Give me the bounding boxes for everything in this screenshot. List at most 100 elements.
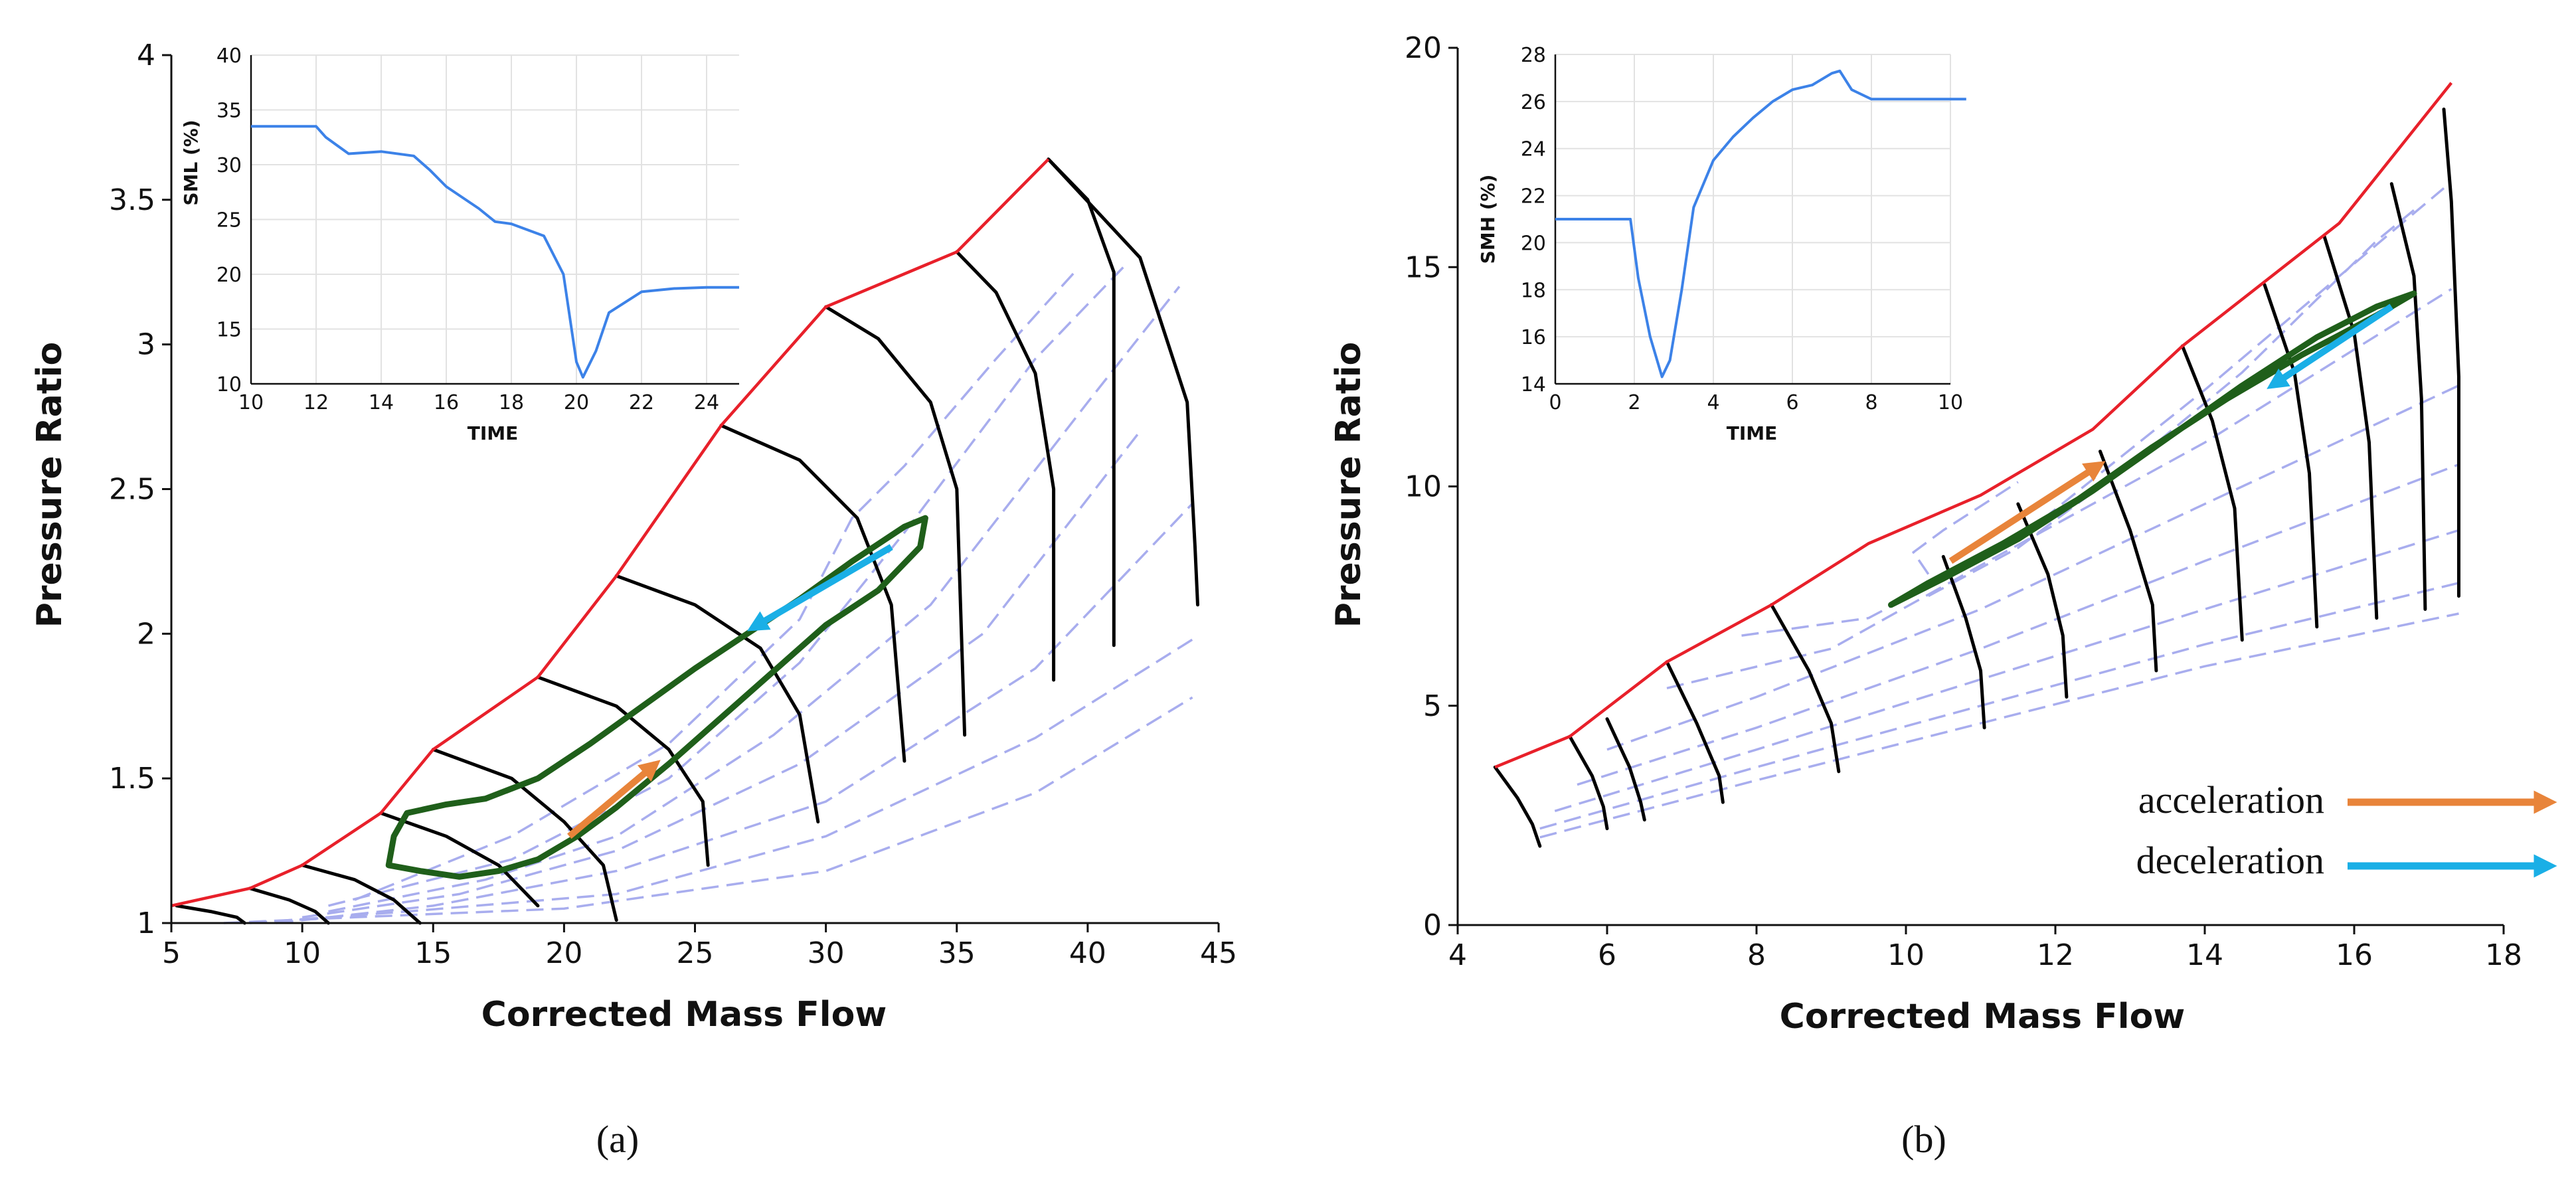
efficiency-contour-6: [1666, 288, 2452, 690]
inset-series-line: [251, 125, 739, 379]
speed-line-10: [2263, 283, 2319, 629]
inset-y-tick-label: 10: [216, 373, 242, 396]
x-tick-label: 10: [1887, 938, 1925, 972]
efficiency-contour-7: [354, 271, 1076, 901]
speed-line-10: [955, 250, 1056, 682]
inset-y-tick-label: 28: [1521, 44, 1546, 67]
efficiency-contours: [223, 262, 1193, 924]
inset-y-tick-label: 25: [216, 209, 242, 232]
inset-x-tick-label: 14: [369, 391, 394, 414]
transient-arrows: [567, 544, 893, 839]
x-tick-label: 20: [545, 936, 582, 970]
speed-line-13: [2442, 108, 2460, 598]
speed-line-5: [431, 748, 618, 922]
speed-line-3: [300, 863, 422, 925]
inset-y-tick-label: 20: [216, 264, 242, 287]
panel-label: (a): [596, 1118, 639, 1161]
y-tick-label: 2.5: [109, 473, 155, 507]
efficiency-contour-2: [250, 638, 1193, 924]
speed-line-6: [536, 675, 710, 867]
x-axis-label: Corrected Mass Flow: [481, 995, 887, 1035]
inset-x-tick-label: 4: [1707, 391, 1719, 414]
inset-x-tick-label: 2: [1628, 391, 1640, 414]
inset-x-tick-label: 20: [564, 391, 589, 414]
y-tick-label: 2: [137, 617, 155, 651]
x-tick-label: 14: [2186, 938, 2223, 972]
inset-y-tick-label: 35: [216, 100, 242, 123]
x-tick-label: 5: [162, 936, 181, 970]
y-tick-label: 20: [1405, 31, 1442, 65]
x-tick-label: 15: [414, 936, 452, 970]
y-axis-label: Pressure Ratio: [30, 342, 70, 628]
compressor-map-panel-a: 5 10 15 20 25 30 35 40 45 1 1.5 2 2.5 3 3.5 4 Corrected…: [30, 39, 1237, 1161]
x-tick-label: 25: [677, 936, 714, 970]
legend-deceleration-label: deceleration: [2136, 839, 2324, 882]
inset-x-tick-label: 8: [1865, 391, 1877, 414]
x-tick-label: 4: [1448, 938, 1467, 972]
efficiency-contour-9: [1911, 481, 2019, 575]
speed-line-4: [1665, 660, 1725, 804]
speed-line-4: [379, 811, 540, 908]
y-tick-label: 0: [1423, 908, 1442, 942]
inset-x-tick-label: 10: [1938, 391, 1963, 414]
efficiency-contour-8: [1927, 209, 2415, 598]
efficiency-contour-5: [328, 286, 1181, 913]
inset-x-tick-label: 16: [434, 391, 459, 414]
speed-line-11: [1047, 157, 1116, 647]
speed-line-2: [248, 887, 330, 925]
inset-x-tick-label: 6: [1786, 391, 1798, 414]
operating-loop: [385, 515, 928, 880]
inset-sml-chart: 10 12 14 16 18 20 22 24 10 15 20 25 30 35 40: [216, 44, 739, 414]
operating-loop: [1888, 290, 2417, 608]
efficiency-contour-4: [1577, 463, 2460, 786]
inset-x-label: TIME: [1727, 422, 1778, 444]
inset-y-tick-label: 20: [1521, 232, 1546, 255]
speed-line-2: [1568, 734, 1609, 831]
x-tick-label: 45: [1200, 936, 1237, 970]
speed-line-12: [2389, 182, 2427, 611]
inset-x-tick-label: 24: [694, 391, 719, 414]
y-tick-label: 3: [137, 328, 155, 362]
efficiency-contour-1: [1539, 612, 2459, 839]
y-tick-label: 1: [137, 906, 155, 940]
speed-line-9: [824, 305, 967, 737]
inset-y-tick-label: 14: [1521, 373, 1546, 396]
speed-line-8: [719, 424, 906, 763]
x-tick-label: 30: [808, 936, 845, 970]
efficiency-contour-3: [276, 503, 1193, 924]
x-tick-label: 16: [2336, 938, 2373, 972]
y-tick-label: 3.5: [109, 183, 155, 217]
transient-arrows: [1948, 303, 2394, 564]
x-tick-label: 10: [284, 936, 321, 970]
efficiency-contour-2: [1539, 582, 2459, 830]
panel-label: (b): [1901, 1118, 1946, 1161]
y-tick-label: 10: [1405, 470, 1442, 504]
speed-line-5: [1770, 603, 1841, 774]
inset-x-label: TIME: [468, 422, 519, 444]
operating-loop-group: [1888, 290, 2417, 608]
inset-x-tick-label: 18: [499, 391, 524, 414]
x-tick-label: 18: [2485, 938, 2522, 972]
inset-y-tick-label: 22: [1521, 185, 1546, 209]
speed-line-12: [1047, 157, 1199, 607]
y-axis-label: Pressure Ratio: [1329, 342, 1369, 628]
speed-line-7: [2016, 502, 2069, 699]
speed-line-11: [2322, 234, 2379, 620]
inset-y-label: SMH (%): [1477, 175, 1499, 264]
inset-y-tick-label: 15: [216, 319, 242, 342]
x-tick-label: 35: [938, 936, 976, 970]
operating-loop-group: [385, 515, 928, 880]
y-tick-label: 15: [1405, 250, 1442, 284]
inset-y-tick-label: 26: [1521, 91, 1546, 114]
surge-line-group: [171, 158, 1050, 908]
x-tick-label: 40: [1069, 936, 1106, 970]
axes: 5 10 15 20 25 30 35 40 45 1 1.5 2 2.5 3 3.5 4: [109, 39, 1237, 970]
acceleration-arrow: [1948, 461, 2106, 564]
speed-line-3: [1605, 717, 1646, 821]
speed-line-7: [614, 574, 820, 823]
inset-y-tick-label: 18: [1521, 279, 1546, 302]
surge-line: [171, 158, 1050, 908]
speed-lines: [1493, 108, 2460, 848]
